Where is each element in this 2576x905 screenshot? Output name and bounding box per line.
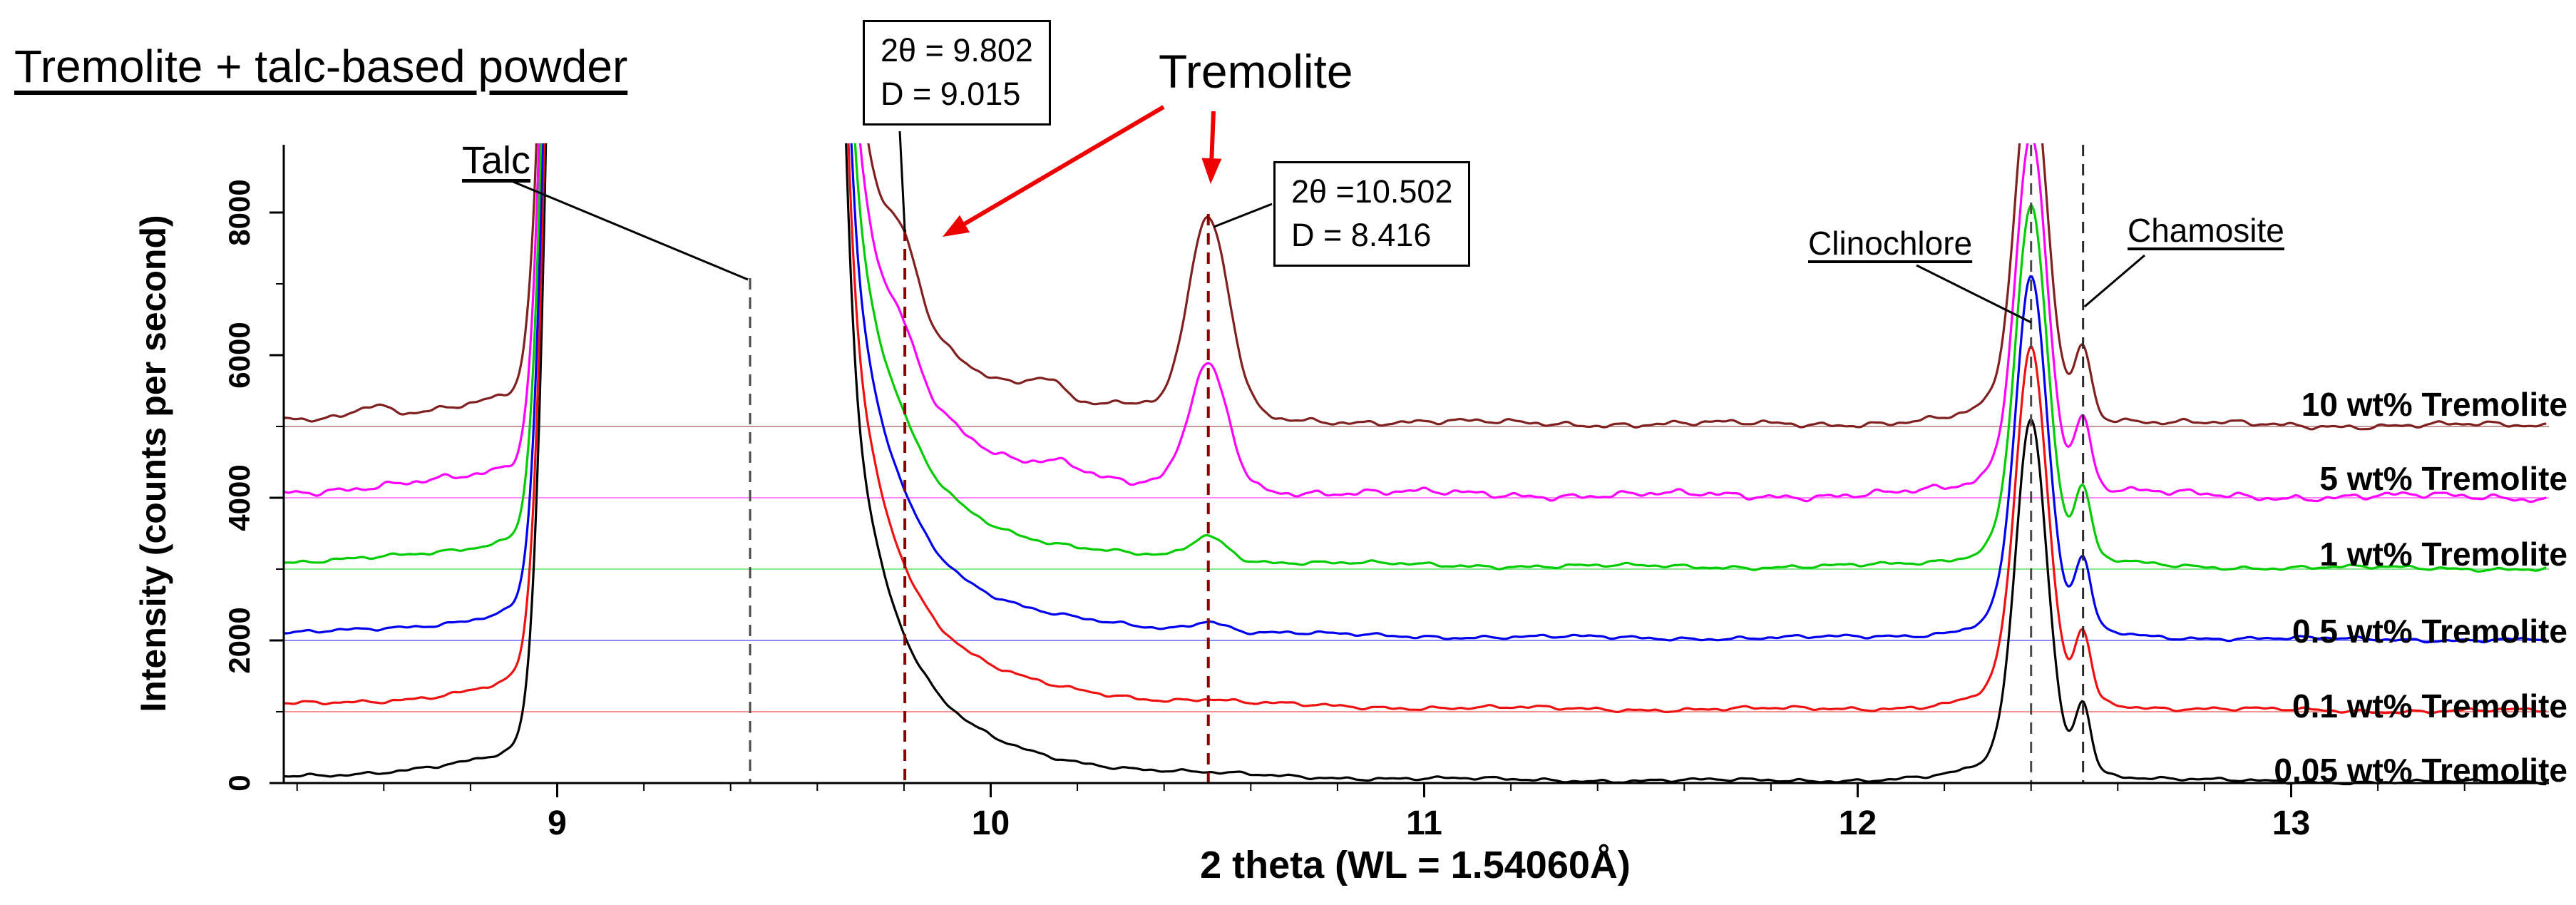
traces-group	[284, 143, 2547, 786]
peak-annotation-box-1: 2θ = 9.802 D = 9.015	[863, 20, 1051, 126]
peak-2-two-theta: 2θ =10.502	[1291, 173, 1453, 210]
clinochlore-label: Clinochlore	[1808, 225, 1973, 262]
tremolite-arrow-down	[1209, 111, 1216, 159]
y-tick-label-8000: 8000	[222, 179, 256, 245]
trace-10-wt-tremolite	[284, 143, 2547, 431]
y-tick-label-0: 0	[222, 774, 256, 791]
chamosite-label: Chamosite	[2128, 212, 2284, 249]
trace-0-5-wt-tremolite	[284, 143, 2547, 644]
peak-box-2-pointer-line	[1213, 203, 1273, 228]
series-label-10wt: 10 wt% Tremolite	[2301, 386, 2567, 423]
trace-0-05-wt-tremolite	[284, 143, 2547, 786]
peak-annotation-box-2: 2θ =10.502 D = 8.416	[1273, 161, 1471, 267]
peak-2-d-spacing: D = 8.416	[1291, 216, 1432, 253]
trace-0-1-wt-tremolite	[284, 143, 2547, 715]
trace-5-wt-tremolite	[284, 143, 2547, 503]
y-tick-label-2000: 2000	[222, 607, 256, 673]
series-label-0-05wt: 0.05 wt% Tremolite	[2274, 752, 2567, 789]
clinochlore-pointer-line	[1916, 264, 2032, 324]
tremolite-arrow-down-head	[1201, 158, 1222, 184]
x-axis-label: 2 theta (WL = 1.54060Å)	[1200, 844, 1631, 886]
series-label-1wt: 1 wt% Tremolite	[2319, 536, 2567, 573]
x-tick-label-11: 11	[1406, 804, 1442, 842]
y-tick-label-6000: 6000	[222, 322, 256, 388]
trace-1-wt-tremolite	[284, 143, 2547, 573]
tremolite-arrow-left	[963, 105, 1165, 226]
talc-pointer-line	[513, 180, 749, 281]
y-tick-label-4000: 4000	[222, 464, 256, 531]
series-label-0-5wt: 0.5 wt% Tremolite	[2292, 613, 2567, 650]
y-axis-label: Intensity (counts per second)	[133, 215, 173, 712]
peak-box-1-pointer-line	[898, 131, 906, 232]
x-tick-label-12: 12	[1839, 804, 1877, 842]
talc-label: Talc	[462, 139, 531, 182]
peak-1-two-theta: 2θ = 9.802	[881, 32, 1033, 68]
tremolite-label: Tremolite	[1159, 45, 1353, 98]
chamosite-pointer-line	[2083, 254, 2145, 308]
peak-1-d-spacing: D = 9.015	[881, 75, 1021, 112]
tremolite-arrow-left-head	[943, 215, 970, 237]
series-label-5wt: 5 wt% Tremolite	[2319, 460, 2567, 497]
series-label-0-1wt: 0.1 wt% Tremolite	[2292, 687, 2567, 725]
x-tick-label-10: 10	[972, 804, 1010, 842]
x-tick-label-9: 9	[548, 804, 567, 842]
chart-title: Tremolite + talc-based powder	[14, 41, 628, 92]
x-tick-label-13: 13	[2272, 804, 2310, 842]
